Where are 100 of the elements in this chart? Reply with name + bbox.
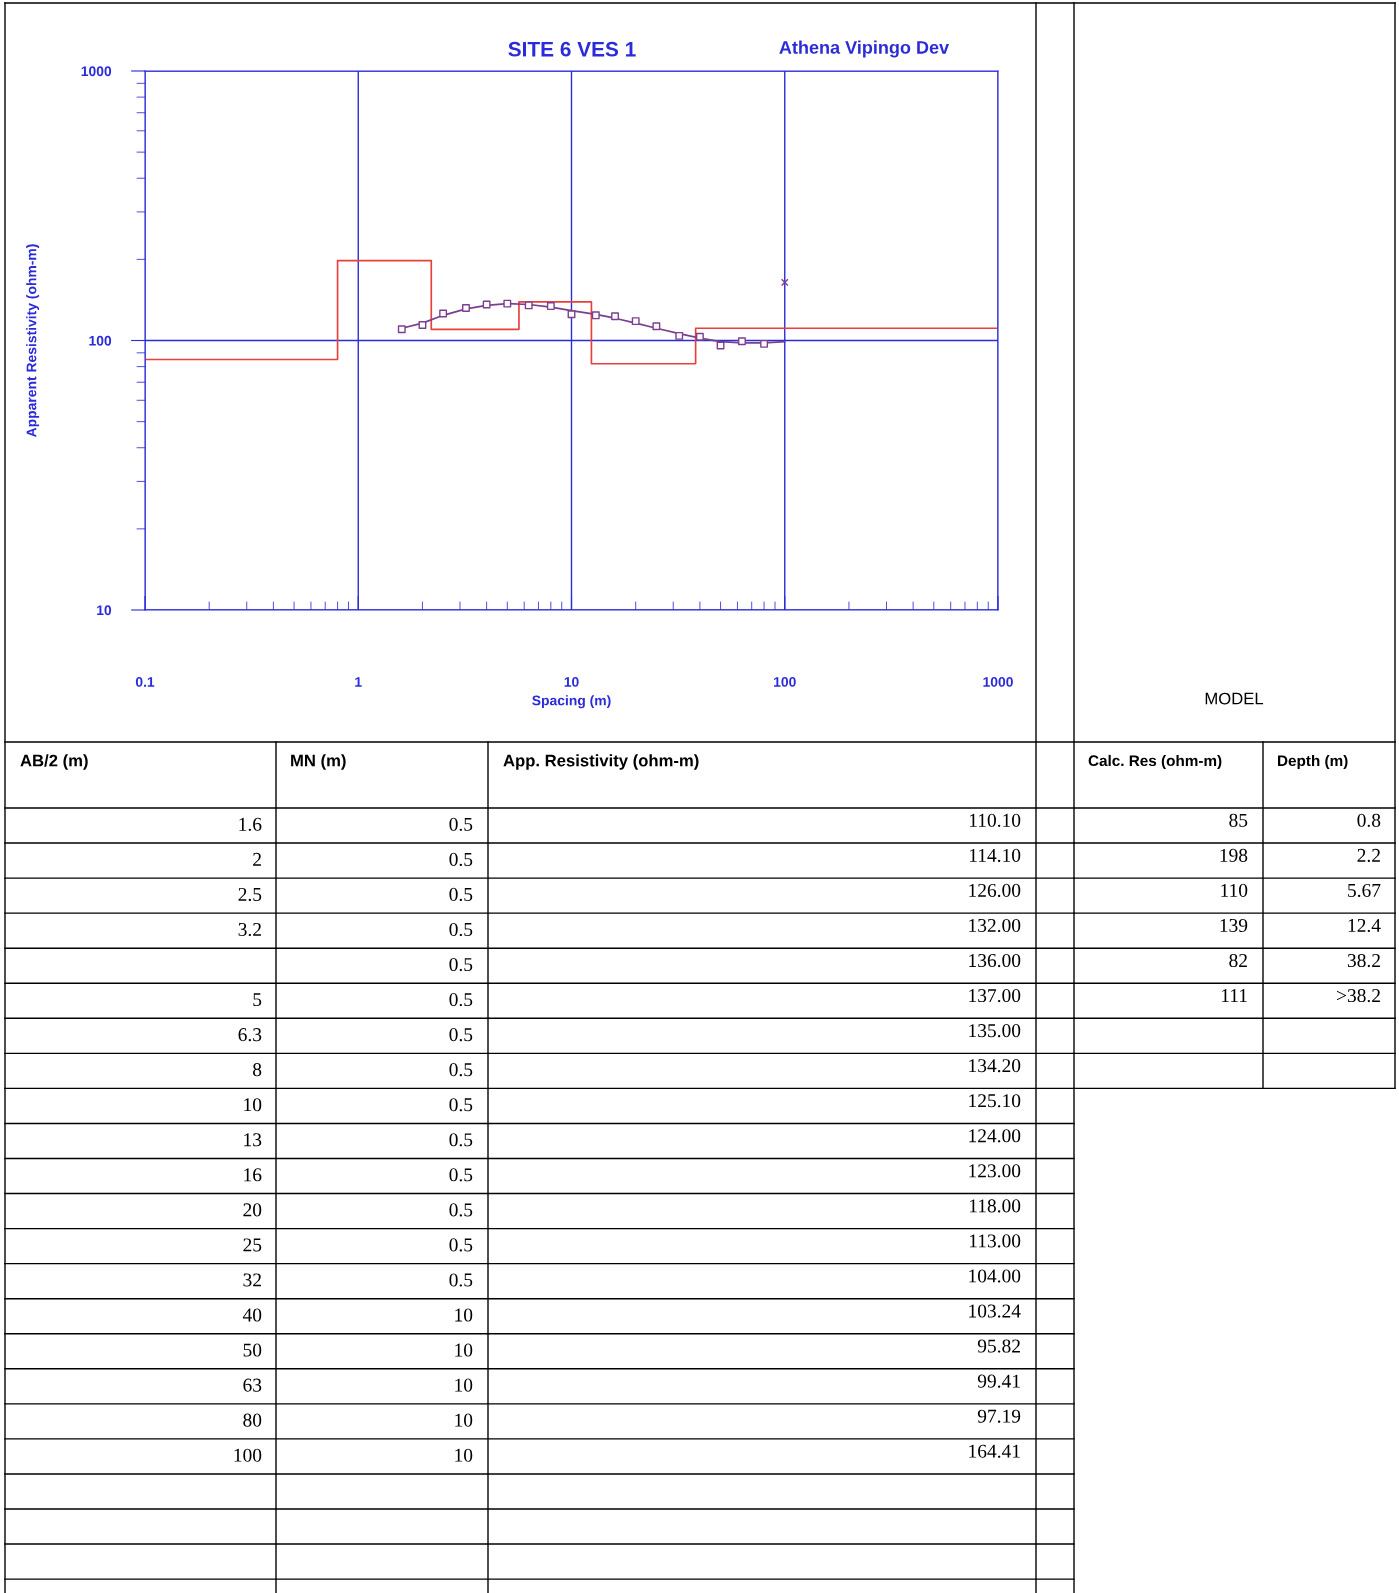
chart-subtitle: Athena Vipingo Dev — [779, 40, 950, 58]
text: 80 — [243, 1413, 262, 1427]
point — [652, 322, 661, 331]
text: 125.10 — [969, 1094, 1021, 1108]
text: 0.5 — [449, 1203, 473, 1217]
text: 12.4 — [1348, 918, 1381, 933]
text: 0.5 — [449, 1098, 473, 1112]
text: 5.67 — [1348, 883, 1381, 898]
text: 0.5 — [449, 1273, 473, 1287]
text: 0.5 — [449, 1063, 473, 1077]
point — [760, 339, 769, 348]
point — [567, 310, 576, 319]
point — [716, 341, 725, 350]
point — [503, 299, 512, 308]
text: 0.5 — [449, 852, 473, 866]
text: 103.24 — [969, 1304, 1021, 1318]
text: 0.5 — [449, 1238, 473, 1252]
text: 97.19 — [977, 1409, 1021, 1423]
text: Calc. Res (ohm-m) — [1088, 754, 1222, 770]
text: 139 — [1220, 918, 1248, 933]
point — [695, 332, 704, 341]
text: 0.5 — [449, 887, 473, 902]
point — [418, 321, 427, 330]
point — [738, 337, 746, 346]
x-tick-label: 10 — [564, 677, 579, 687]
text: 124.00 — [969, 1129, 1021, 1143]
text: 110.10 — [969, 813, 1021, 827]
text: 2.5 — [238, 887, 262, 902]
text: 13 — [244, 1133, 262, 1147]
y-axis-title: Apparent Resistivity (ohm-m) — [26, 244, 40, 437]
text: 8 — [253, 1063, 262, 1077]
text: 135.00 — [969, 1024, 1021, 1038]
text: MN (m) — [291, 754, 346, 770]
text: 32 — [243, 1273, 261, 1287]
text: 111 — [1222, 989, 1247, 1002]
text: 10 — [455, 1343, 473, 1357]
text: 38.2 — [1347, 953, 1380, 968]
text: 126.00 — [969, 883, 1021, 898]
text: 114.10 — [969, 848, 1021, 862]
text: 164.41 — [969, 1444, 1020, 1458]
text: 0.5 — [449, 1133, 473, 1147]
text: 82 — [1229, 953, 1247, 968]
text: 100 — [234, 1448, 262, 1462]
text: 136.00 — [969, 953, 1021, 968]
text: 10 — [455, 1413, 473, 1427]
text: 63 — [243, 1378, 262, 1392]
text: 0.5 — [449, 1168, 473, 1182]
text: 198 — [1220, 848, 1248, 862]
text: MODEL — [1205, 692, 1264, 705]
text: AB/2 (m) — [20, 754, 88, 770]
text: 50 — [243, 1343, 262, 1357]
text: 123.00 — [969, 1164, 1021, 1178]
chart-title: SITE 6 VES 1 — [508, 41, 636, 57]
text: 137.00 — [969, 989, 1021, 1003]
text: 118.00 — [969, 1199, 1021, 1213]
text: 10 — [455, 1308, 473, 1322]
text: 85 — [1229, 813, 1248, 827]
text: 6.3 — [238, 1028, 262, 1042]
x-axis-title: Spacing (m) — [532, 695, 611, 709]
point — [439, 309, 448, 318]
text: 5 — [253, 993, 262, 1007]
x-tick-label: 1000 — [983, 677, 1013, 687]
text: 113.00 — [969, 1234, 1021, 1248]
text: 0.5 — [449, 1028, 473, 1042]
text: 1.6 — [239, 817, 262, 831]
point — [482, 300, 491, 309]
text: 132.00 — [969, 918, 1021, 933]
text: 10 — [455, 1448, 473, 1462]
point — [611, 312, 619, 321]
text: 2.2 — [1357, 848, 1380, 862]
text: 0.5 — [449, 817, 473, 831]
point — [631, 317, 640, 326]
text: 134.20 — [969, 1059, 1021, 1073]
x-tick-label: 100 — [774, 677, 796, 687]
point — [397, 325, 406, 334]
text: 2 — [253, 852, 261, 866]
text: 0.5 — [449, 957, 473, 972]
text: >38.2 — [1336, 989, 1380, 1003]
text: 25 — [243, 1238, 262, 1252]
text: 0.8 — [1357, 813, 1381, 827]
y-tick-label: 1000 — [81, 66, 112, 77]
point — [546, 302, 555, 311]
point — [462, 304, 470, 312]
y-tick-label: 100 — [89, 335, 112, 346]
text: 99.41 — [977, 1374, 1020, 1388]
point — [675, 331, 684, 340]
text: App. Resistivity (ohm-m) — [503, 754, 699, 770]
point — [524, 301, 533, 310]
text: 10 — [244, 1098, 262, 1112]
y-tick-label: 10 — [97, 605, 112, 616]
text: 10 — [455, 1378, 473, 1392]
text: 3.2 — [238, 922, 261, 937]
text: 16 — [244, 1168, 262, 1182]
text: 0.5 — [449, 922, 473, 937]
x-tick-label: 1 — [355, 677, 362, 687]
x-tick-label: 0.1 — [135, 677, 155, 687]
text: 104.00 — [969, 1269, 1021, 1283]
text: 20 — [243, 1203, 262, 1217]
text: 40 — [242, 1308, 262, 1322]
text: Depth (m) — [1278, 754, 1348, 770]
